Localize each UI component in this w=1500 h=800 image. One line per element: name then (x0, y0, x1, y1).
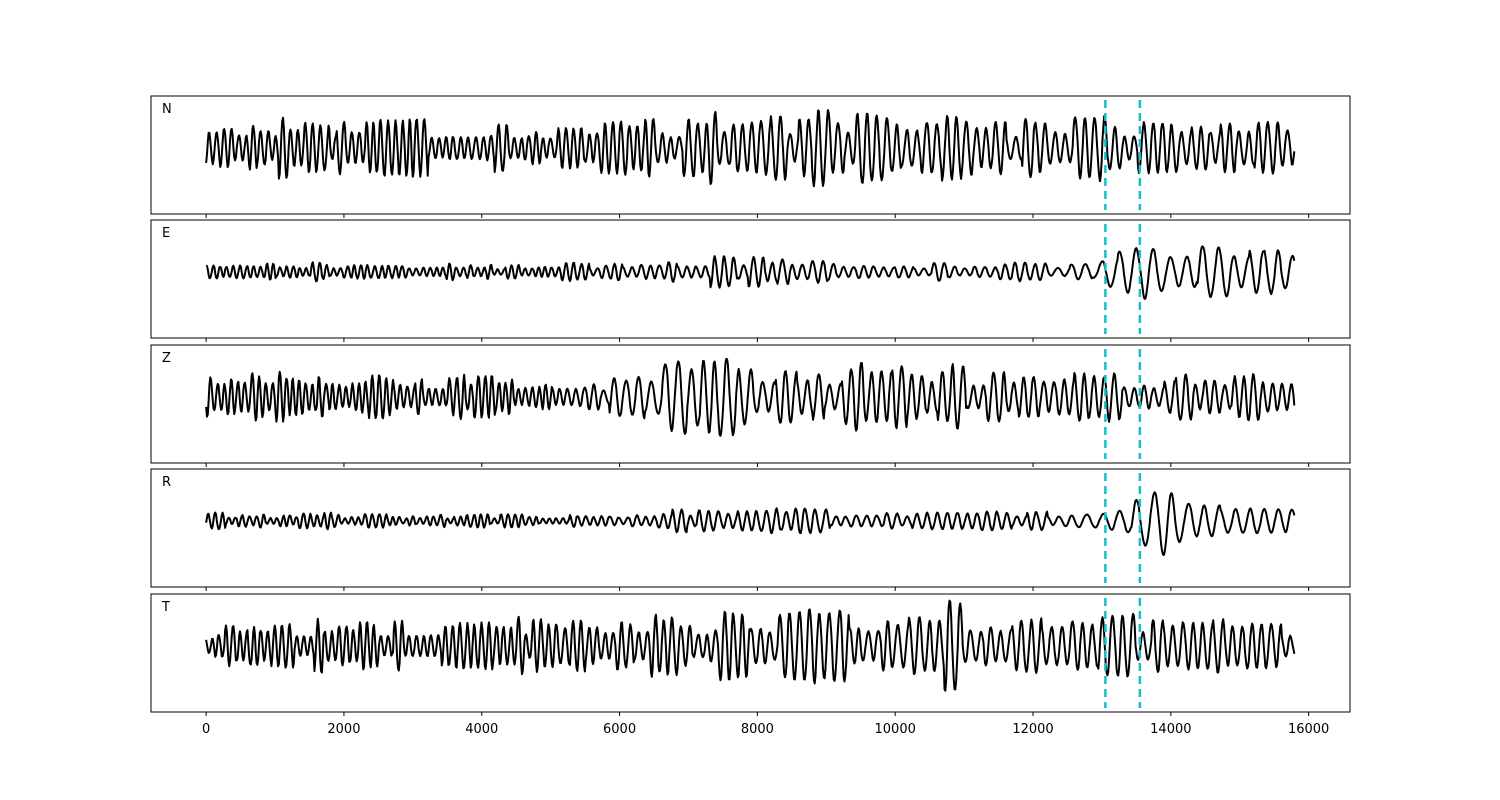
x-tick-label: 4000 (465, 722, 498, 737)
x-tick-label: 10000 (875, 722, 916, 737)
panel-label: E (162, 226, 170, 241)
x-tick-label: 16000 (1288, 722, 1329, 737)
panel-frame (150, 219, 1351, 339)
trace-e (205, 245, 1296, 300)
trace-r (205, 491, 1296, 557)
panel-t: T (150, 593, 1351, 716)
x-tick-label: 2000 (327, 722, 360, 737)
x-tick-label: 0 (202, 722, 210, 737)
trace-z (205, 357, 1296, 437)
panel-n: N (150, 95, 1351, 218)
panel-e: E (150, 219, 1351, 342)
x-axis: 0 2000 4000 6000 8000 10000 12000 14000 16000 (202, 722, 1329, 737)
panel-label: R (162, 475, 171, 490)
panel-label: T (161, 600, 170, 615)
x-tick-label: 6000 (603, 722, 636, 737)
panel-z: Z (150, 344, 1351, 467)
trace-t (205, 599, 1296, 692)
panel-frame (150, 95, 1351, 215)
panel-frame (150, 468, 1351, 588)
x-tick-label: 8000 (741, 722, 774, 737)
x-tick-label: 14000 (1150, 722, 1191, 737)
panel-frame (150, 344, 1351, 464)
trace-n (205, 109, 1296, 188)
panel-label: N (162, 102, 172, 117)
panel-frame (150, 593, 1351, 713)
panel-r: R (150, 468, 1351, 591)
panels: N E Z R T (150, 95, 1351, 716)
panel-label: Z (162, 351, 171, 366)
x-tick-label: 12000 (1012, 722, 1053, 737)
